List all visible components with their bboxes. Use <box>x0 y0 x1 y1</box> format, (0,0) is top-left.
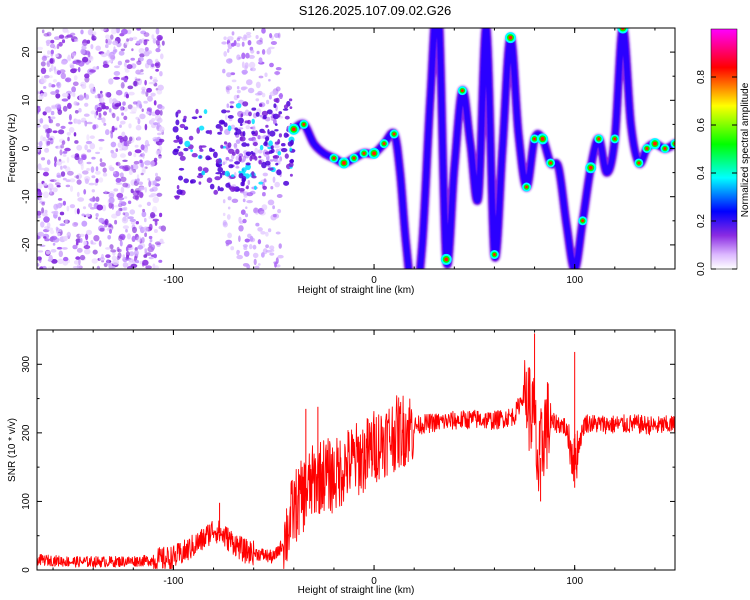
hotspot-core <box>492 253 496 257</box>
hotspot-core <box>382 142 386 146</box>
y-tick-label: 0 <box>21 145 32 151</box>
snr-panel: -100 0 100 0 100 200 300 Height of straight li… <box>7 329 676 596</box>
colorbar-tick-label: 0.6 <box>696 118 707 132</box>
chart-title: S126.2025.107.09.02.G26 <box>299 3 452 18</box>
ridge-hotspots <box>288 28 675 265</box>
colorbar-tick-label: 0.4 <box>696 166 707 180</box>
spectrogram-noise-speckle <box>37 28 296 269</box>
y-tick-label: -20 <box>21 237 32 252</box>
hotspot-core <box>508 35 513 40</box>
y-tick-label: -10 <box>21 189 32 204</box>
y-tick-label: 100 <box>21 493 32 510</box>
snr-y-label: SNR (10 * v/v) <box>7 418 18 482</box>
y-tick-label: 0 <box>21 567 32 573</box>
hotspot-core <box>341 160 346 165</box>
y-tick-label: 10 <box>21 94 32 106</box>
x-tick-label: 100 <box>566 576 583 587</box>
spectrogram-y-label: Frequency (Hz) <box>7 114 18 183</box>
x-tick-label: -100 <box>163 275 183 286</box>
y-tick-label: 300 <box>21 356 32 373</box>
colorbar-tick-label: 0.2 <box>696 214 707 228</box>
colorbar: 0.0 0.2 0.4 0.6 0.8 Normalized spectral ampl… <box>696 28 750 276</box>
y-tick-label: 20 <box>21 46 32 58</box>
hotspot-core <box>581 219 585 223</box>
hotspot-core <box>637 161 641 165</box>
hotspot-core <box>302 122 306 126</box>
hotspot-core <box>645 147 649 150</box>
snr-frame <box>36 329 676 571</box>
hotspot-core <box>652 141 657 146</box>
hotspot-core <box>540 136 545 141</box>
hotspot-core <box>372 151 377 156</box>
colorbar-label: Normalized spectral amplitude <box>740 82 750 217</box>
hotspot-core <box>362 151 366 155</box>
colorbar-gradient <box>710 28 738 270</box>
colorbar-tick-label: 0.0 <box>696 262 707 276</box>
hotspot-core <box>597 137 601 141</box>
snr-x-label: Height of straight line (km) <box>298 585 415 596</box>
hotspot-core <box>533 137 537 141</box>
hotspot-core <box>663 147 667 150</box>
snr-series-line <box>37 360 675 570</box>
y-tick-label: 200 <box>21 424 32 441</box>
colorbar-tick-label: 0.8 <box>696 70 707 84</box>
x-tick-label: 100 <box>566 275 583 286</box>
hotspot-core <box>291 127 296 132</box>
x-tick-label: -100 <box>163 576 183 587</box>
hotspot-core <box>549 161 553 165</box>
hotspot-core <box>352 156 356 160</box>
hotspot-core <box>332 156 336 160</box>
spectrogram-ridge <box>287 28 675 269</box>
spectrogram-x-label: Height of straight line (km) <box>298 285 415 296</box>
x-tick-label: 0 <box>371 576 377 587</box>
hotspot-core <box>525 185 529 189</box>
hotspot-core <box>613 137 617 141</box>
x-tick-label: 0 <box>371 275 377 286</box>
hotspot-core <box>444 257 449 262</box>
hotspot-core <box>588 165 593 170</box>
hotspot-core <box>392 132 396 136</box>
hotspot-core <box>460 89 464 93</box>
